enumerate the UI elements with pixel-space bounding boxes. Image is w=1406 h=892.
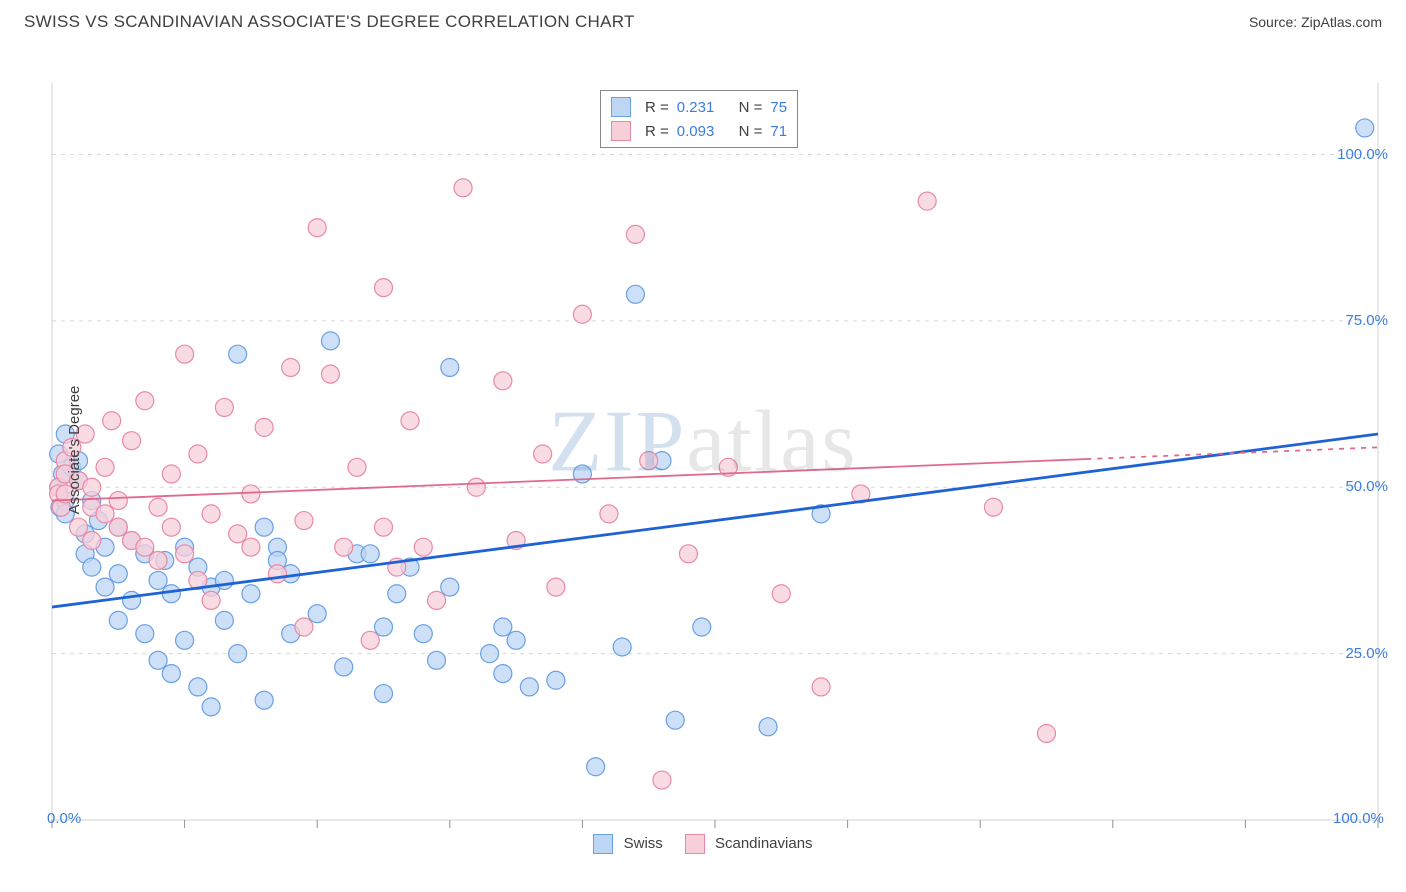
x-axis-tick-labels: 0.0%100.0% (0, 810, 1406, 830)
y-axis-label: Associate's Degree (66, 386, 83, 515)
legend-item-swiss: Swiss (593, 834, 662, 854)
legend-label-scandinavians: Scandinavians (715, 835, 813, 852)
chart-area: ZIPatlas Associate's Degree R = 0.231 N … (0, 40, 1406, 860)
legend-swatch-swiss (593, 834, 613, 854)
legend-item-scandinavians: Scandinavians (685, 834, 813, 854)
y-axis-tick-labels: 25.0%50.0%75.0%100.0% (1328, 40, 1388, 860)
header: SWISS VS SCANDINAVIAN ASSOCIATE'S DEGREE… (0, 0, 1406, 40)
legend-swatch-scandinavians (685, 834, 705, 854)
legend: Swiss Scandinavians (0, 834, 1406, 854)
scatter-plot-svg (0, 40, 1406, 860)
legend-label-swiss: Swiss (624, 835, 663, 852)
correlation-stats-box: R = 0.231 N = 75R = 0.093 N = 71 (600, 90, 798, 148)
chart-title: SWISS VS SCANDINAVIAN ASSOCIATE'S DEGREE… (24, 12, 635, 32)
source-label: Source: ZipAtlas.com (1249, 14, 1382, 30)
